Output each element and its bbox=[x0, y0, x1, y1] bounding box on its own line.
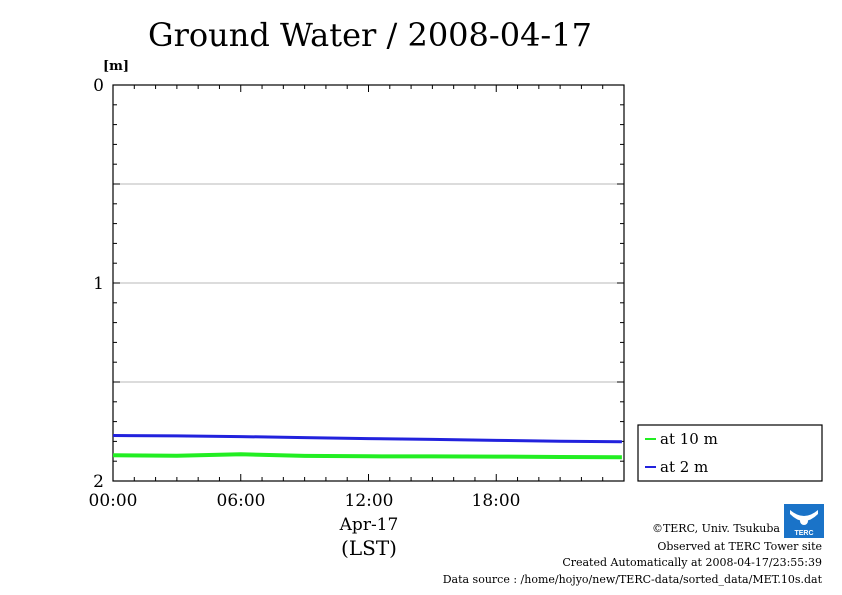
x-tick-marks bbox=[112, 85, 625, 481]
logo-text: TERC bbox=[794, 530, 813, 537]
x-date-label: Apr-17 bbox=[339, 515, 399, 535]
x-tick-label-1800: 18:00 bbox=[472, 491, 521, 511]
x-tick-label-0600: 06:00 bbox=[217, 491, 266, 511]
chart-title: Ground Water / 2008-04-17 bbox=[148, 16, 592, 54]
credits: ©TERC, Univ. Tsukuba Observed at TERC To… bbox=[443, 522, 823, 586]
credit-site: Observed at TERC Tower site bbox=[657, 540, 822, 553]
credit-data-source: Data source : /home/hojyo/new/TERC-data/… bbox=[443, 573, 823, 586]
y-axis-unit-label: [m] bbox=[103, 59, 129, 74]
series-line-at10m bbox=[112, 452, 622, 460]
credit-created: Created Automatically at 2008-04-17/23:5… bbox=[562, 556, 822, 569]
y-tick-label-0: 0 bbox=[93, 76, 104, 96]
legend-box bbox=[637, 424, 823, 482]
y-tick-label-1: 1 bbox=[93, 274, 104, 294]
logo-drop-shape bbox=[800, 517, 808, 525]
series-line-at2m bbox=[112, 434, 622, 444]
x-timezone-label: (LST) bbox=[341, 536, 397, 560]
legend-label-at-2m: at 2 m bbox=[660, 458, 708, 476]
legend-label-at-10m: at 10 m bbox=[660, 430, 718, 448]
y-gridlines bbox=[113, 183, 624, 383]
y-tick-label-2: 2 bbox=[93, 472, 104, 492]
logo-wave-shape bbox=[790, 510, 818, 521]
y-tick-marks bbox=[113, 84, 624, 482]
y-axis: 0 1 2 bbox=[93, 76, 104, 492]
credit-copyright: ©TERC, Univ. Tsukuba bbox=[652, 522, 780, 535]
x-tick-label-0000: 00:00 bbox=[89, 491, 138, 511]
terc-logo: TERC bbox=[784, 504, 824, 538]
x-tick-label-1200: 12:00 bbox=[345, 491, 394, 511]
series-lines bbox=[112, 434, 622, 460]
legend: at 10 m at 2 m bbox=[637, 424, 823, 482]
x-axis: 00:00 06:00 12:00 18:00 bbox=[89, 491, 521, 511]
